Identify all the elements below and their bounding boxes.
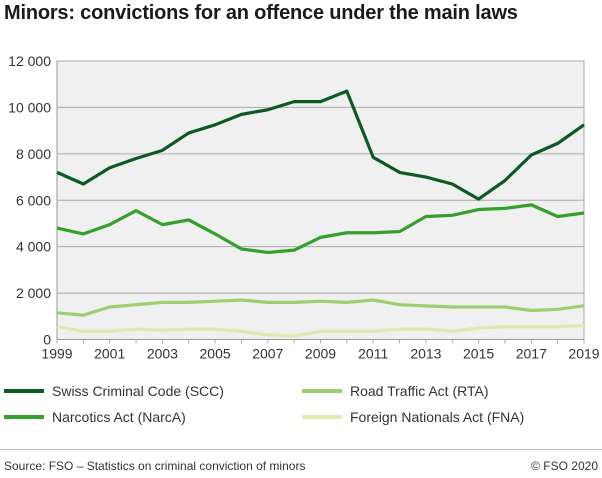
legend-swatch <box>4 415 44 419</box>
y-tick-label: 4 000 <box>16 239 51 255</box>
legend-item-rta: Road Traffic Act (RTA) <box>302 383 489 399</box>
legend-item-fna: Foreign Nationals Act (FNA) <box>302 409 524 425</box>
y-tick-label: 2 000 <box>16 285 51 301</box>
x-tick-label: 2017 <box>516 346 547 362</box>
x-tick-label: 2005 <box>200 346 231 362</box>
y-tick-label: 10 000 <box>8 99 51 115</box>
x-tick-label: 2019 <box>568 346 599 362</box>
x-tick-label: 1999 <box>41 346 72 362</box>
legend-item-narca: Narcotics Act (NarcA) <box>4 409 186 425</box>
y-tick-label: 8 000 <box>16 146 51 162</box>
legend-swatch <box>4 389 44 393</box>
source-note: Source: FSO – Statistics on criminal con… <box>4 459 306 473</box>
legend-swatch <box>302 389 342 393</box>
line-chart: 0 2 000 4 000 6 000 8 000 10 000 12 000 1999 200… <box>8 53 600 362</box>
chart-title: Minors: convictions for an offence under… <box>4 2 518 24</box>
series-line <box>56 323 585 338</box>
series-line <box>56 298 585 317</box>
x-tick-label: 2009 <box>305 346 336 362</box>
y-tick-label: 6 000 <box>16 192 51 208</box>
legend-label: Road Traffic Act (RTA) <box>350 383 489 399</box>
x-tick-label: 2001 <box>94 346 125 362</box>
x-tick-label: 2015 <box>463 346 494 362</box>
x-tick-label: 2013 <box>410 346 441 362</box>
copyright: © FSO 2020 <box>531 459 598 473</box>
series-line <box>56 89 585 201</box>
y-tick-label: 0 <box>43 332 51 348</box>
footer-divider <box>0 449 602 450</box>
x-tick-label: 2011 <box>358 346 388 362</box>
legend-label: Foreign Nationals Act (FNA) <box>350 409 525 425</box>
legend-item-scc: Swiss Criminal Code (SCC) <box>4 383 224 399</box>
x-tick-label: 2007 <box>252 346 283 362</box>
legend-label: Swiss Criminal Code (SCC) <box>52 383 224 399</box>
y-tick-label: 12 000 <box>8 53 51 69</box>
x-tick-label: 2003 <box>147 346 178 362</box>
legend-swatch <box>302 415 342 419</box>
legend-label: Narcotics Act (NarcA) <box>52 409 186 425</box>
series-line <box>56 203 585 255</box>
